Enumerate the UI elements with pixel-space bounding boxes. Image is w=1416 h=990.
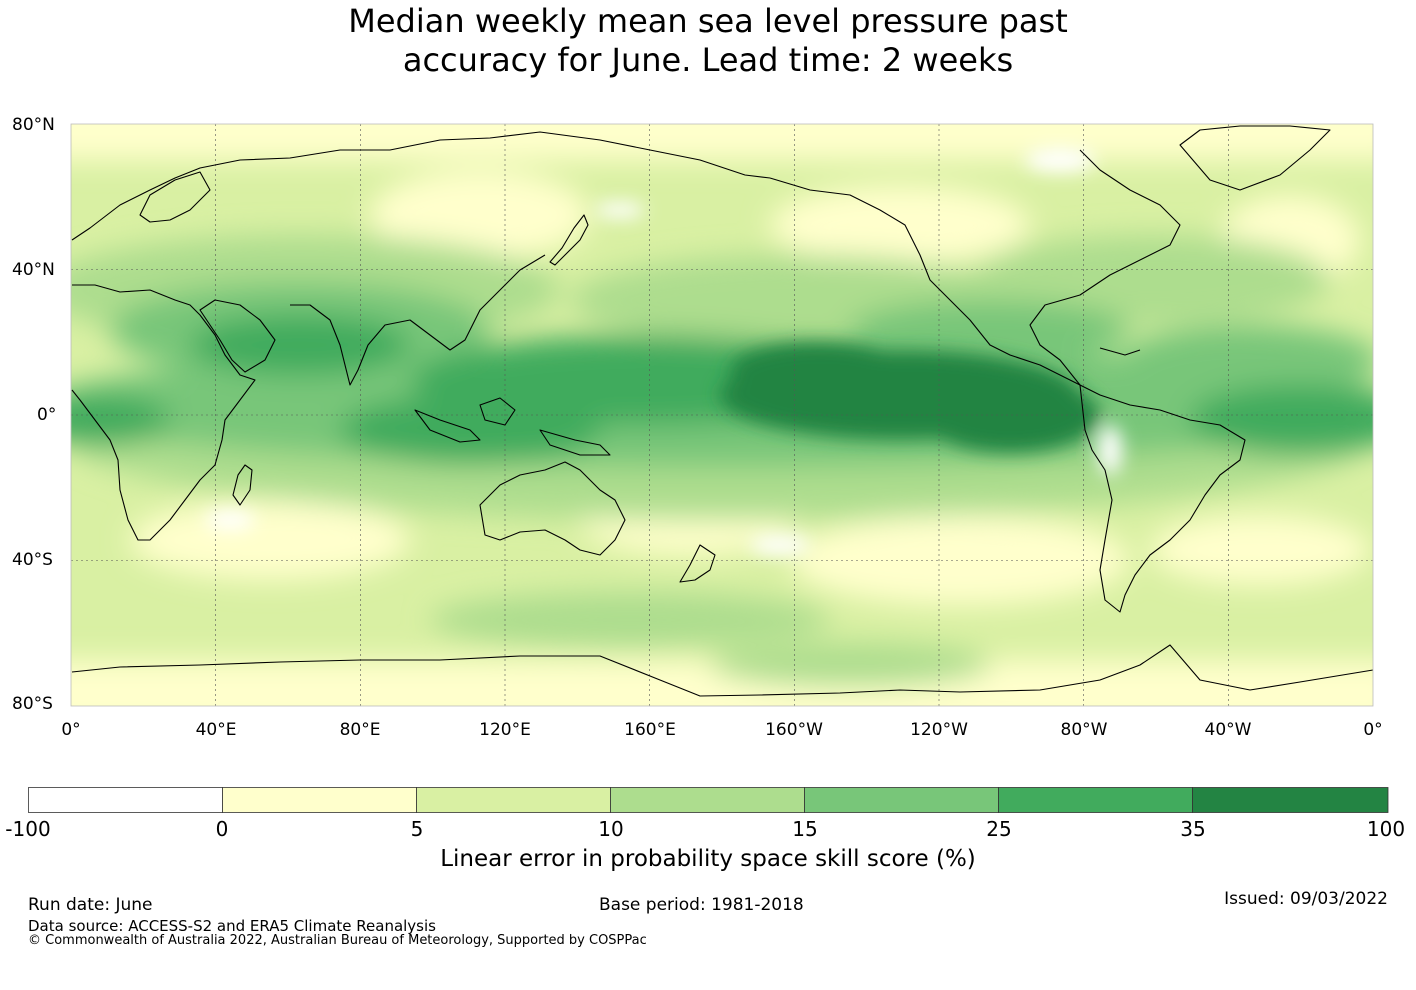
lat-label-80n: 80°N — [12, 115, 55, 135]
map-frame — [70, 123, 1374, 707]
colorbar-tick-100: 100 — [1366, 817, 1406, 841]
lon-label-80w: 80°W — [1060, 720, 1108, 740]
lat-label-80s: 80°S — [12, 694, 53, 714]
colorbar-bin-5-10 — [416, 787, 611, 813]
lat-label-40n: 40°N — [12, 260, 55, 280]
colorbar-label: Linear error in probability space skill … — [440, 846, 976, 872]
base-period: Base period: 1981-2018 — [599, 895, 804, 915]
colorbar-bin-35-100 — [1192, 787, 1389, 813]
issued-date: Issued: 09/03/2022 — [1224, 889, 1388, 909]
lon-label-160w: 160°W — [765, 720, 823, 740]
coastlines — [71, 125, 1374, 697]
lon-label-120w: 120°W — [910, 720, 968, 740]
colorbar-tick-15: 15 — [792, 817, 818, 841]
skill-score-map — [70, 123, 1374, 707]
lon-label-160e: 160°E — [624, 720, 676, 740]
map-gridlines — [71, 124, 1373, 706]
data-source: Data source: ACCESS-S2 and ERA5 Climate … — [28, 917, 436, 935]
lon-label-40w: 40°W — [1204, 720, 1252, 740]
colorbar-tick-25: 25 — [986, 817, 1012, 841]
chart-title: Median weekly mean sea level pressure pa… — [0, 2, 1416, 80]
lon-label-120e: 120°E — [479, 720, 531, 740]
lon-label-0-right: 0° — [1363, 720, 1383, 740]
run-date: Run date: June — [28, 895, 153, 915]
colorbar-bin-25-35 — [998, 787, 1193, 813]
lat-label-equator: 0° — [37, 405, 57, 425]
lon-label-80e: 80°E — [339, 720, 381, 740]
colorbar-bin-15-25 — [804, 787, 999, 813]
colorbar-bin-0-5 — [222, 787, 417, 813]
colorbar-tick-0: 0 — [215, 817, 229, 841]
lon-label-0-left: 0° — [61, 720, 81, 740]
colorbar — [28, 787, 1389, 813]
title-line-2: accuracy for June. Lead time: 2 weeks — [402, 41, 1014, 79]
lon-label-40e: 40°E — [195, 720, 237, 740]
colorbar-bin-10-15 — [610, 787, 805, 813]
copyright: © Commonwealth of Australia 2022, Austra… — [28, 933, 647, 948]
lat-label-40s: 40°S — [12, 550, 53, 570]
title-line-1: Median weekly mean sea level pressure pa… — [348, 2, 1068, 40]
colorbar-tick-35: 35 — [1180, 817, 1206, 841]
colorbar-tick-5: 5 — [410, 817, 424, 841]
colorbar-tick-neg100: -100 — [5, 817, 51, 841]
colorbar-bin-neg100-0 — [28, 787, 223, 813]
map-field — [71, 124, 1373, 706]
colorbar-tick-10: 10 — [598, 817, 624, 841]
